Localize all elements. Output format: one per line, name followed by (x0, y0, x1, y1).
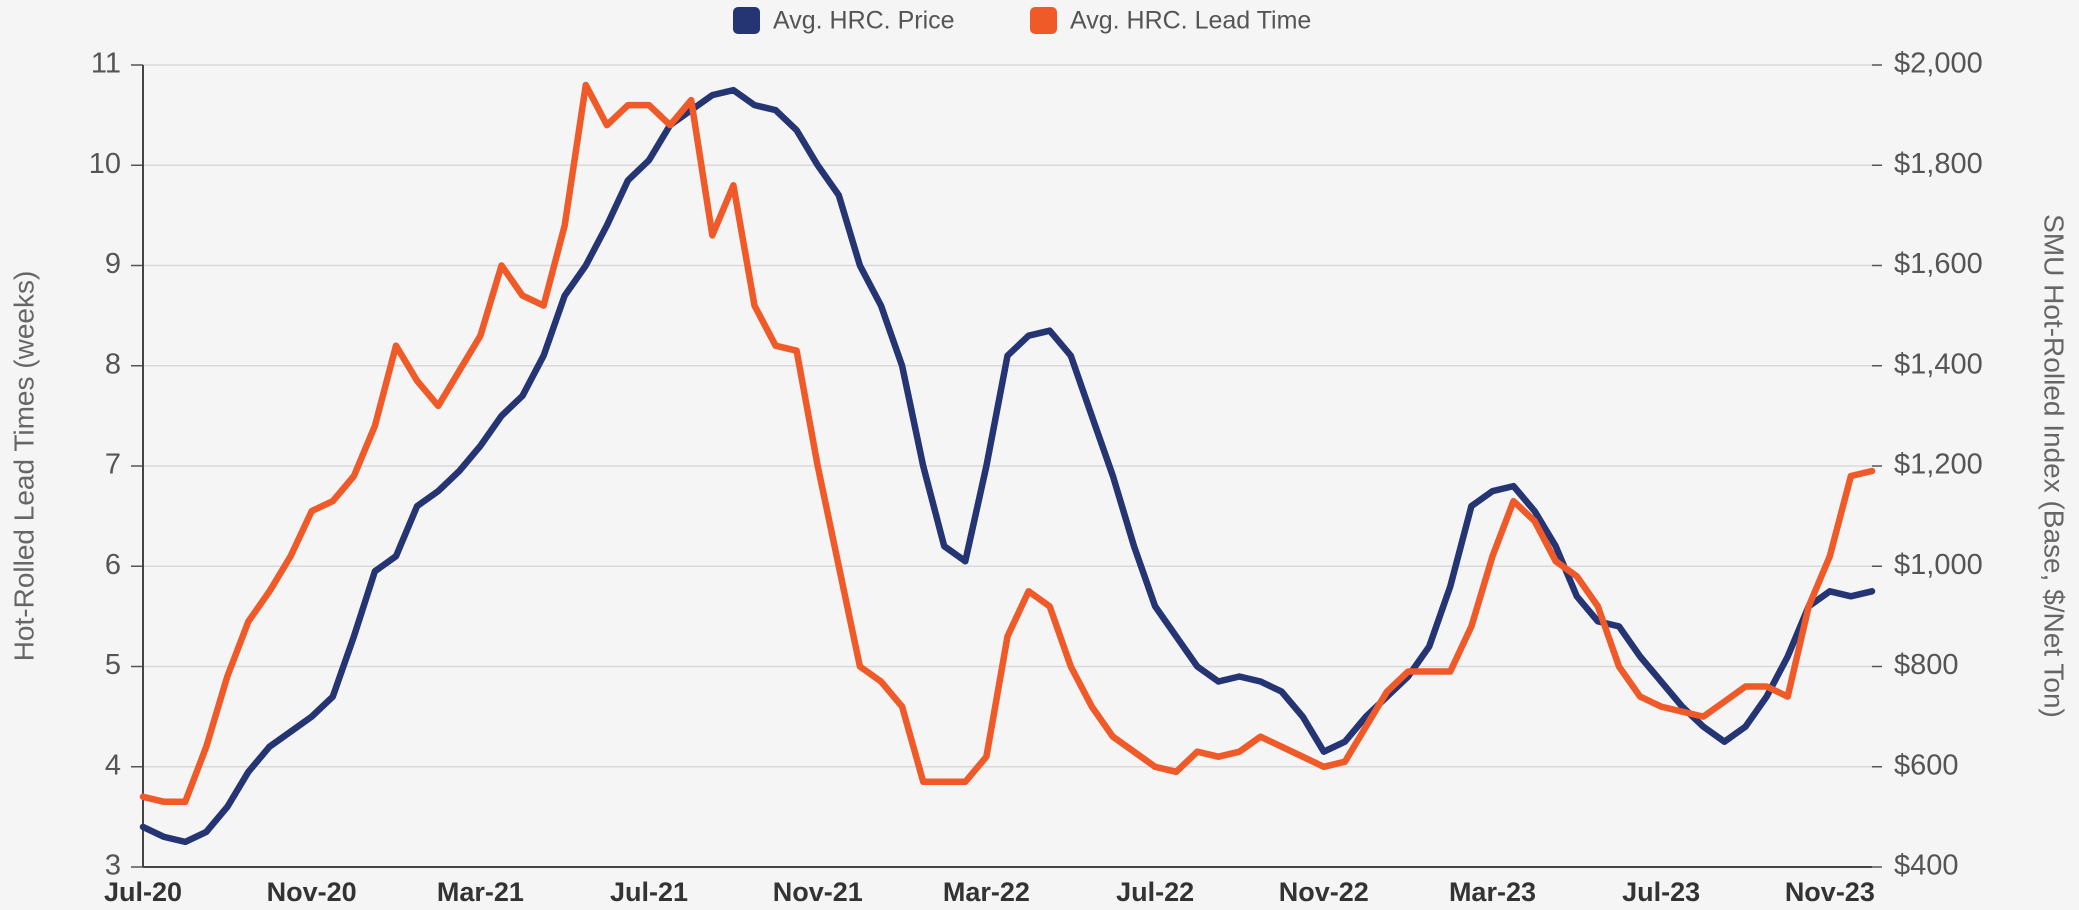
x-tick-label: Jul-23 (1622, 877, 1700, 907)
x-tick-label: Nov-21 (773, 877, 863, 907)
x-tick-label: Jul-20 (104, 877, 182, 907)
y-tick-label: 3 (105, 850, 121, 882)
series-line (139, 86, 1876, 846)
x-tick-label: Nov-22 (1279, 877, 1369, 907)
x-tick-label: Mar-23 (1449, 877, 1536, 907)
legend-label: Avg. HRC. Price (773, 7, 955, 35)
y-tick-label: 6 (105, 549, 121, 581)
y2-tick-label: $600 (1894, 749, 1959, 781)
y2-tick-label: $1,600 (1894, 248, 1983, 280)
y2-tick-label: $1,400 (1894, 348, 1983, 380)
y-tick-label: 4 (105, 749, 121, 781)
y2-tick-label: $400 (1894, 850, 1959, 882)
legend-label: Avg. HRC. Lead Time (1070, 7, 1311, 35)
y-axis-title: Hot-Rolled Lead Times (weeks) (8, 271, 39, 662)
y-tick-label: 8 (105, 348, 121, 380)
legend-swatch (733, 7, 760, 34)
x-tick-label: Nov-23 (1785, 877, 1875, 907)
y2-tick-label: $1,800 (1894, 148, 1983, 180)
y2-tick-label: $1,000 (1894, 549, 1983, 581)
legend-swatch (1030, 7, 1057, 34)
x-tick-label: Mar-22 (943, 877, 1030, 907)
y-tick-label: 10 (89, 148, 121, 180)
x-tick-label: Mar-21 (437, 877, 524, 907)
y2-tick-label: $800 (1894, 649, 1959, 681)
y-tick-label: 5 (105, 649, 121, 681)
y-tick-label: 9 (105, 248, 121, 280)
y2-tick-label: $2,000 (1894, 48, 1983, 80)
x-tick-label: Jul-22 (1116, 877, 1194, 907)
y2-tick-label: $1,200 (1894, 449, 1983, 481)
series-line (139, 81, 1876, 806)
x-tick-label: Nov-20 (267, 877, 357, 907)
y-tick-label: 11 (91, 48, 121, 80)
y-tick-label: 7 (105, 449, 121, 481)
x-tick-label: Jul-21 (610, 877, 688, 907)
y2-axis-title: SMU Hot-Rolled Index (Base, $/Net Ton) (2039, 214, 2070, 718)
